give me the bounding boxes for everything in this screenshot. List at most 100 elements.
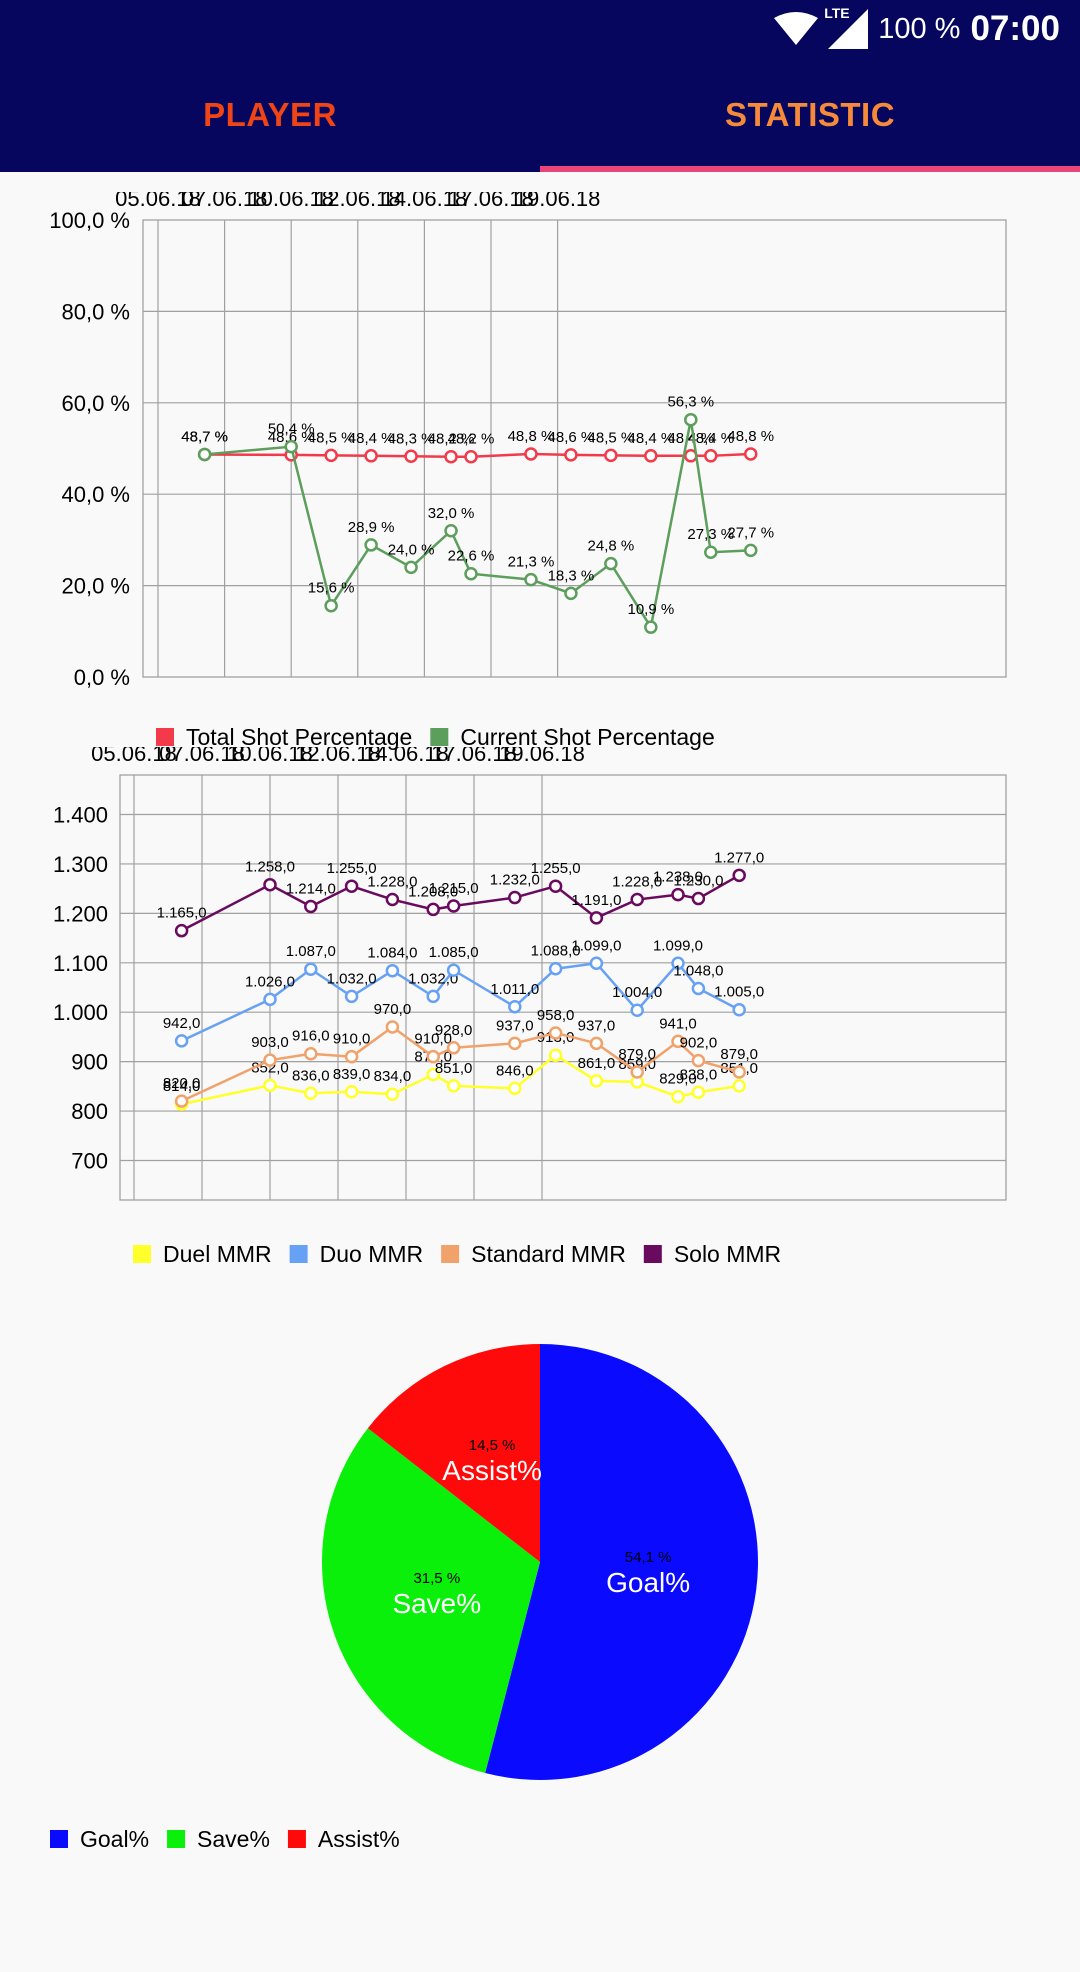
data-label: 910,0 xyxy=(333,1031,371,1048)
legend-swatch xyxy=(430,728,449,746)
data-label: 859,0 xyxy=(618,1056,656,1073)
y-tick-label: 1.000 xyxy=(53,1000,108,1025)
data-label: 1.026,0 xyxy=(245,973,295,990)
data-point xyxy=(426,902,440,917)
data-point xyxy=(589,956,604,971)
data-point xyxy=(691,981,706,996)
data-point xyxy=(304,899,318,914)
data-point xyxy=(263,1078,277,1093)
data-label: 48,4 % xyxy=(627,430,674,447)
slice-value-label: 54,1 % xyxy=(625,1549,672,1566)
data-point xyxy=(344,879,359,893)
data-label: 916,0 xyxy=(292,1028,330,1045)
legend-label: Goal% xyxy=(80,1826,149,1852)
data-point xyxy=(630,1065,644,1079)
y-tick-label: 1.300 xyxy=(53,852,108,877)
legend-label: Assist% xyxy=(318,1826,400,1852)
data-label: 1.165,0 xyxy=(157,905,207,922)
data-label: 48,5 % xyxy=(588,429,635,446)
data-point xyxy=(324,598,338,613)
data-label: 851,0 xyxy=(435,1060,473,1077)
data-point xyxy=(508,1000,522,1014)
legend-swatch xyxy=(441,1245,460,1263)
data-point xyxy=(344,989,359,1004)
x-tick-label: 07.06.18 xyxy=(182,192,268,211)
data-point xyxy=(548,961,563,976)
data-point xyxy=(404,449,418,464)
data-point xyxy=(364,449,378,463)
data-point xyxy=(589,1074,604,1088)
x-tick-label: 10.06.18 xyxy=(248,192,334,211)
statistics-content[interactable]: 05.06.18 07.06.18 10.06.18 12.06.18 14.06.18… xyxy=(0,172,1080,1920)
legend-swatch xyxy=(287,1830,306,1848)
y-tick-label: 20,0 % xyxy=(62,574,131,599)
y-tick-label: 40,0 % xyxy=(62,482,131,507)
data-label: 861,0 xyxy=(578,1055,616,1072)
data-label: 1.228,0 xyxy=(612,874,662,891)
tab-player[interactable]: PLAYER xyxy=(203,96,337,133)
data-label: 1.011,0 xyxy=(490,981,539,998)
y-tick-label: 80,0 % xyxy=(62,299,131,324)
y-tick-label: 1.400 xyxy=(53,803,108,828)
data-label: 1.215,0 xyxy=(429,880,479,897)
data-point xyxy=(508,1036,522,1051)
data-point xyxy=(385,1020,400,1034)
y-tick-label: 100,0 % xyxy=(49,208,130,233)
plot-frame xyxy=(119,774,1007,1201)
data-point xyxy=(385,963,400,978)
network-type: LTE xyxy=(824,5,850,21)
data-point xyxy=(671,1034,685,1049)
x-tick-label: 14.06.18 xyxy=(382,192,468,211)
legend-swatch xyxy=(167,1830,186,1848)
data-point xyxy=(344,1085,359,1099)
data-label: 1.208,0 xyxy=(408,883,458,900)
lte-signal-icon: LTE xyxy=(824,5,869,49)
data-label: 48,2 % xyxy=(428,431,475,448)
data-point xyxy=(671,956,685,971)
data-point xyxy=(385,892,400,907)
data-label: 1.099,0 xyxy=(571,937,621,954)
data-label: 48,7 % xyxy=(181,428,228,445)
data-point xyxy=(446,1079,461,1093)
y-tick-label: 700 xyxy=(71,1148,108,1173)
data-point xyxy=(691,1053,706,1068)
legend-swatch xyxy=(133,1245,151,1263)
legend-label: Save% xyxy=(197,1826,270,1852)
data-label: 27,3 % xyxy=(687,526,734,543)
series-line xyxy=(181,1025,740,1103)
data-point xyxy=(604,556,618,571)
data-point xyxy=(174,1034,189,1048)
data-point xyxy=(263,992,277,1007)
data-label: 1.032,0 xyxy=(408,970,458,987)
data-label: 839,0 xyxy=(333,1066,371,1083)
data-point xyxy=(508,1081,522,1096)
data-label: 902,0 xyxy=(680,1035,718,1052)
data-label: 879,0 xyxy=(618,1046,656,1063)
data-label: 48,8 % xyxy=(727,428,774,445)
y-tick-label: 60,0 % xyxy=(62,391,131,416)
legend-label: Current Shot Percentage xyxy=(460,724,714,750)
data-label: 1.230,0 xyxy=(673,873,723,890)
data-point xyxy=(446,899,461,913)
data-label: 48,8 % xyxy=(508,428,555,445)
data-label: 941,0 xyxy=(659,1015,697,1032)
legend-swatch xyxy=(50,1830,68,1848)
data-point xyxy=(548,1026,563,1040)
data-point xyxy=(732,1002,746,1017)
slice-name-label: Assist% xyxy=(442,1455,542,1486)
score-share-pie-chart: 54,1 %Goal%31,5 %Save%14,5 %Assist%Goal%… xyxy=(50,1344,758,1852)
tab-statistic[interactable]: STATISTIC xyxy=(724,96,896,133)
data-point xyxy=(174,1094,189,1108)
data-point xyxy=(364,538,378,552)
data-point xyxy=(671,887,685,902)
data-point xyxy=(426,1049,440,1064)
status-icons: LTE 100 % 07:00 xyxy=(774,5,1060,52)
data-point xyxy=(630,1003,644,1017)
x-tick-label: 05.06.18 xyxy=(115,192,201,211)
pie-slice xyxy=(485,1344,758,1780)
pie-slice xyxy=(321,1428,540,1773)
data-label: 1.087,0 xyxy=(286,943,336,960)
data-point xyxy=(404,560,418,575)
data-point xyxy=(684,412,698,427)
data-label: 1.032,0 xyxy=(327,970,377,987)
